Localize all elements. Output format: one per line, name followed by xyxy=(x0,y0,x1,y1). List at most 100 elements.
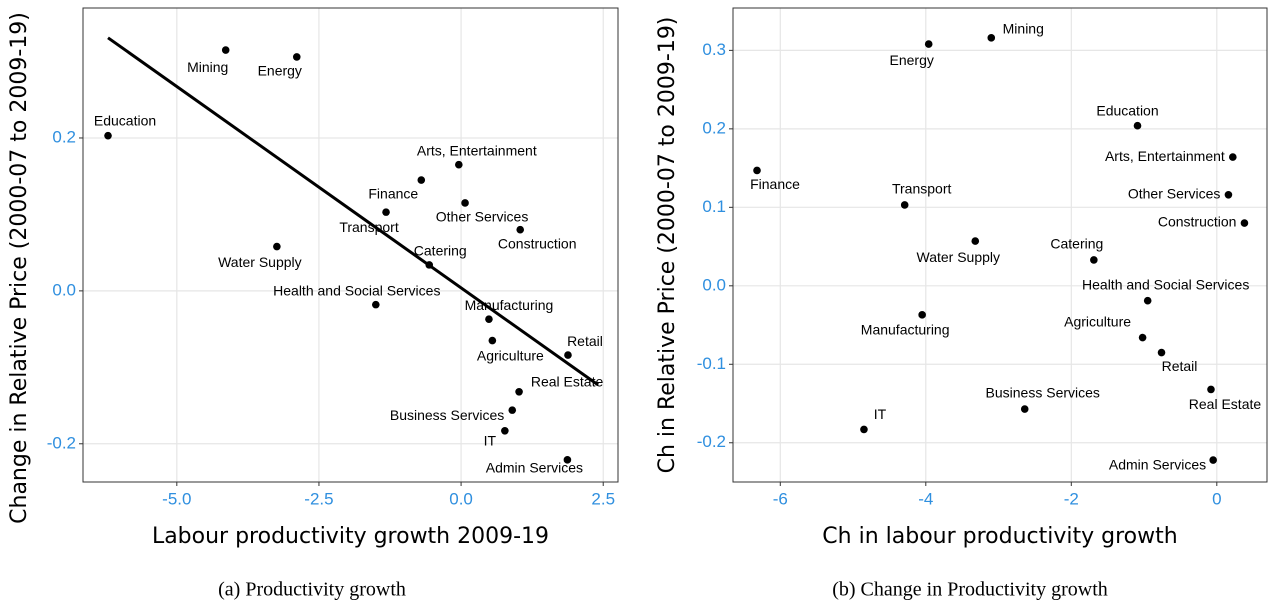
point xyxy=(753,166,761,175)
point-label: Health and Social Services xyxy=(273,282,440,298)
point-label: Admin Services xyxy=(1109,457,1206,473)
point-label: Business Services xyxy=(986,385,1100,401)
y-tick-label: -0.2 xyxy=(47,433,76,452)
plot-background xyxy=(83,8,618,482)
point-label: Business Services xyxy=(390,407,504,423)
point-label: Real Estate xyxy=(1189,396,1262,412)
y-tick-label: 0.0 xyxy=(702,275,726,294)
y-axis-label: Change in Relative Price (2000-07 to 200… xyxy=(7,12,32,524)
point-label: Construction xyxy=(1158,214,1237,230)
point-label: Mining xyxy=(1003,21,1044,37)
point xyxy=(900,201,909,209)
point xyxy=(1224,190,1233,199)
y-axis-label: Ch in Relative Price (2000-07 to 2009-19… xyxy=(655,17,680,474)
point-label: Other Services xyxy=(436,209,529,225)
point xyxy=(382,208,390,216)
fit-line xyxy=(107,36,599,387)
point-label: Transport xyxy=(892,181,952,197)
point-label: Arts, Entertainment xyxy=(1105,148,1225,164)
point xyxy=(1020,405,1029,413)
point-label: Energy xyxy=(890,52,934,68)
point-label: Education xyxy=(1096,102,1158,118)
plot-border xyxy=(82,7,619,483)
point xyxy=(455,160,463,169)
point xyxy=(564,351,572,359)
point-label: Education xyxy=(94,112,156,128)
x-tick-label: 2.5 xyxy=(591,489,615,508)
point-label: Water Supply xyxy=(917,249,1001,265)
plot-background xyxy=(733,8,1267,482)
point-label: Health and Social Services xyxy=(1082,276,1249,292)
y-tick-label: 0.1 xyxy=(702,197,726,216)
point-label: Finance xyxy=(368,186,418,202)
point-label: Retail xyxy=(1162,358,1198,374)
caption: (b) Change in Productivity growth xyxy=(832,579,1108,601)
point xyxy=(987,34,996,42)
point xyxy=(221,46,230,54)
x-tick-label: -4 xyxy=(918,489,933,508)
point-label: Energy xyxy=(258,63,302,79)
point xyxy=(461,199,469,207)
point xyxy=(563,456,572,464)
point xyxy=(508,406,517,414)
point xyxy=(1157,348,1166,357)
point xyxy=(372,300,380,309)
point xyxy=(1209,456,1217,464)
point xyxy=(488,336,497,345)
x-tick-label: -2 xyxy=(1064,489,1079,508)
plot-border xyxy=(732,7,1268,483)
point-label: Arts, Entertainment xyxy=(417,142,537,158)
point-label: Other Services xyxy=(1128,185,1221,201)
x-tick-label: -5.0 xyxy=(162,489,191,508)
y-tick-label: -0.1 xyxy=(697,354,726,373)
point-label: Mining xyxy=(187,59,228,75)
point xyxy=(501,426,509,435)
y-tick-label: 0.2 xyxy=(52,127,76,146)
point xyxy=(971,237,980,245)
point xyxy=(1240,219,1249,227)
point-label: Construction xyxy=(498,235,577,251)
point xyxy=(1207,385,1215,394)
x-tick-label: 0 xyxy=(1212,489,1221,508)
point xyxy=(425,261,434,269)
point xyxy=(1138,333,1147,342)
point xyxy=(1090,256,1098,264)
point-label: Water Supply xyxy=(218,254,302,270)
point-label: Catering xyxy=(414,243,467,259)
y-tick-label: 0.0 xyxy=(52,280,76,299)
y-tick-label: -0.2 xyxy=(697,432,726,451)
point xyxy=(292,53,301,61)
point-label: IT xyxy=(874,406,887,422)
point xyxy=(1143,296,1152,305)
y-tick-label: 0.2 xyxy=(702,118,726,137)
point xyxy=(860,425,868,434)
point-label: Real Estate xyxy=(531,373,604,389)
point-label: Catering xyxy=(1050,236,1103,252)
point-label: Transport xyxy=(339,219,399,235)
x-tick-label: -6 xyxy=(773,489,788,508)
point-label: IT xyxy=(484,432,497,448)
x-axis-label: Labour productivity growth 2009-19 xyxy=(152,524,549,549)
point xyxy=(516,225,525,234)
y-tick-label: 0.3 xyxy=(702,40,726,59)
point-label: Finance xyxy=(750,176,800,192)
point-label: Agriculture xyxy=(477,347,544,363)
point-label: Manufacturing xyxy=(465,297,554,313)
x-tick-label: -2.5 xyxy=(304,489,333,508)
point-label: Retail xyxy=(567,333,603,349)
point xyxy=(1229,153,1237,161)
point xyxy=(515,387,523,396)
x-axis-label: Ch in labour productivity growth xyxy=(822,524,1177,549)
point xyxy=(417,176,426,184)
point xyxy=(918,311,926,319)
point-label: Manufacturing xyxy=(861,322,950,338)
x-tick-label: 0.0 xyxy=(449,489,473,508)
point-label: Agriculture xyxy=(1064,313,1131,329)
point xyxy=(273,242,281,251)
point xyxy=(104,131,112,140)
point-label: Admin Services xyxy=(486,460,583,476)
point xyxy=(1133,121,1142,130)
caption: (a) Productivity growth xyxy=(218,579,406,601)
point xyxy=(924,40,933,48)
